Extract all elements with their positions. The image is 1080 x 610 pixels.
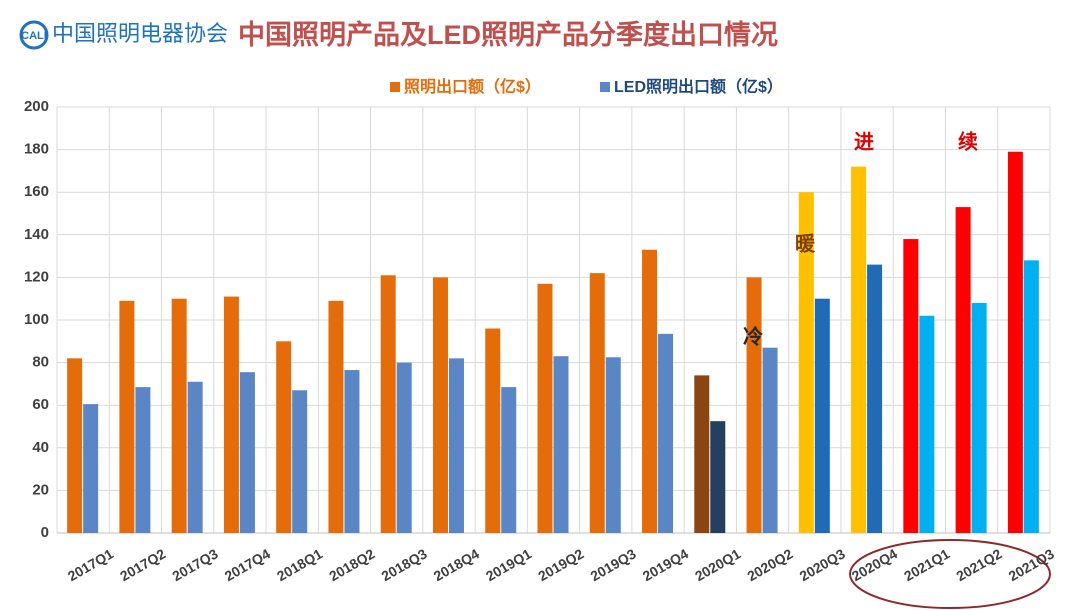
legend-swatch: [600, 82, 610, 92]
x-tick-label: 2021Q1: [901, 545, 952, 584]
x-tick-label: 2019Q4: [640, 545, 691, 584]
x-tick-label: 2017Q1: [65, 545, 116, 584]
y-tick-label: 80: [32, 354, 49, 371]
y-tick-label: 0: [41, 524, 49, 541]
bar: [798, 192, 814, 533]
y-tick-label: 40: [32, 439, 49, 456]
bar: [380, 275, 396, 533]
x-tick-label: 2017Q2: [117, 545, 168, 584]
bar: [171, 298, 187, 533]
bar: [67, 358, 83, 533]
legend-label: 照明出口额（亿$）: [404, 77, 541, 96]
bar: [971, 302, 987, 533]
bar: [328, 300, 344, 533]
x-tick-label: 2018Q3: [378, 545, 429, 584]
legend-label: LED照明出口额（亿$）: [614, 77, 783, 96]
x-tick-label: 2018Q2: [326, 545, 377, 584]
organization: 中国照明电器协会: [52, 22, 228, 47]
logo: CALI 中国照明电器协会: [19, 20, 228, 50]
chart-title: 中国照明产品及LED照明产品分季度出口情况: [238, 19, 778, 50]
bar: [135, 387, 151, 533]
y-tick-label: 200: [24, 98, 49, 115]
bar: [955, 207, 971, 534]
x-tick-label: 2021Q2: [953, 545, 1004, 584]
bar: [746, 277, 762, 533]
bar: [344, 370, 360, 533]
bar: [432, 277, 448, 533]
bar: [589, 273, 605, 533]
bar: [694, 375, 710, 533]
y-tick-label: 180: [24, 141, 49, 158]
bar: [903, 239, 919, 533]
bar: [396, 362, 412, 533]
y-tick-label: 140: [24, 226, 49, 243]
bar: [239, 372, 255, 533]
logo-ring: [19, 20, 49, 50]
x-tick-label: 2020Q2: [744, 545, 795, 584]
bar: [485, 328, 501, 533]
logo-text: CALI: [21, 30, 47, 42]
bar: [762, 347, 778, 533]
x-tick-label: 2017Q3: [169, 545, 220, 584]
bar: [119, 300, 135, 533]
bar: [1023, 260, 1039, 533]
annotation: 暖: [795, 232, 816, 255]
bar: [223, 296, 239, 533]
annotation: 冷: [743, 324, 763, 348]
bar: [814, 298, 830, 533]
x-tick-label: 2019Q2: [535, 545, 586, 584]
y-tick-label: 100: [24, 311, 49, 328]
bar: [867, 264, 883, 533]
bar: [187, 381, 203, 533]
bar: [1007, 151, 1023, 534]
bar: [919, 315, 935, 533]
y-tick-label: 60: [32, 396, 49, 413]
annotation: 续: [958, 129, 978, 153]
y-tick-label: 20: [32, 481, 49, 498]
legend-swatch: [390, 82, 400, 92]
x-tick-label: 2017Q4: [222, 545, 273, 584]
x-tick-label: 2019Q3: [588, 545, 639, 584]
highlight-ellipse: [849, 539, 1051, 609]
y-tick-label: 120: [24, 268, 49, 285]
annotation: 进: [854, 130, 874, 153]
x-tick-label: 2019Q1: [483, 545, 534, 584]
y-tick-label: 160: [24, 183, 49, 200]
bar: [710, 421, 726, 533]
x-tick-label: 2020Q3: [797, 545, 848, 584]
bar: [642, 249, 658, 533]
bar: [605, 357, 621, 533]
bar: [537, 283, 553, 533]
bar: [553, 356, 569, 533]
x-tick-label: 2018Q4: [431, 545, 482, 584]
x-tick-label: 2018Q1: [274, 545, 325, 584]
bar: [292, 390, 308, 533]
x-tick-label: 2020Q1: [692, 545, 743, 584]
bar: [851, 166, 867, 533]
bar: [658, 333, 674, 533]
bar: [501, 387, 517, 533]
bar: [448, 358, 464, 533]
bar: [83, 404, 99, 533]
bar: [276, 341, 292, 533]
